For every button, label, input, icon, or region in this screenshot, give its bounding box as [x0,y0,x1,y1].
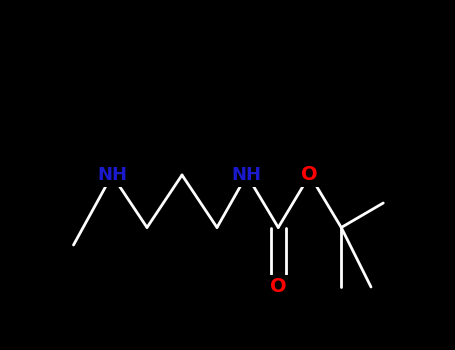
Text: NH: NH [97,166,127,184]
Text: NH: NH [232,166,262,184]
Text: O: O [270,278,287,296]
Text: O: O [301,166,318,184]
